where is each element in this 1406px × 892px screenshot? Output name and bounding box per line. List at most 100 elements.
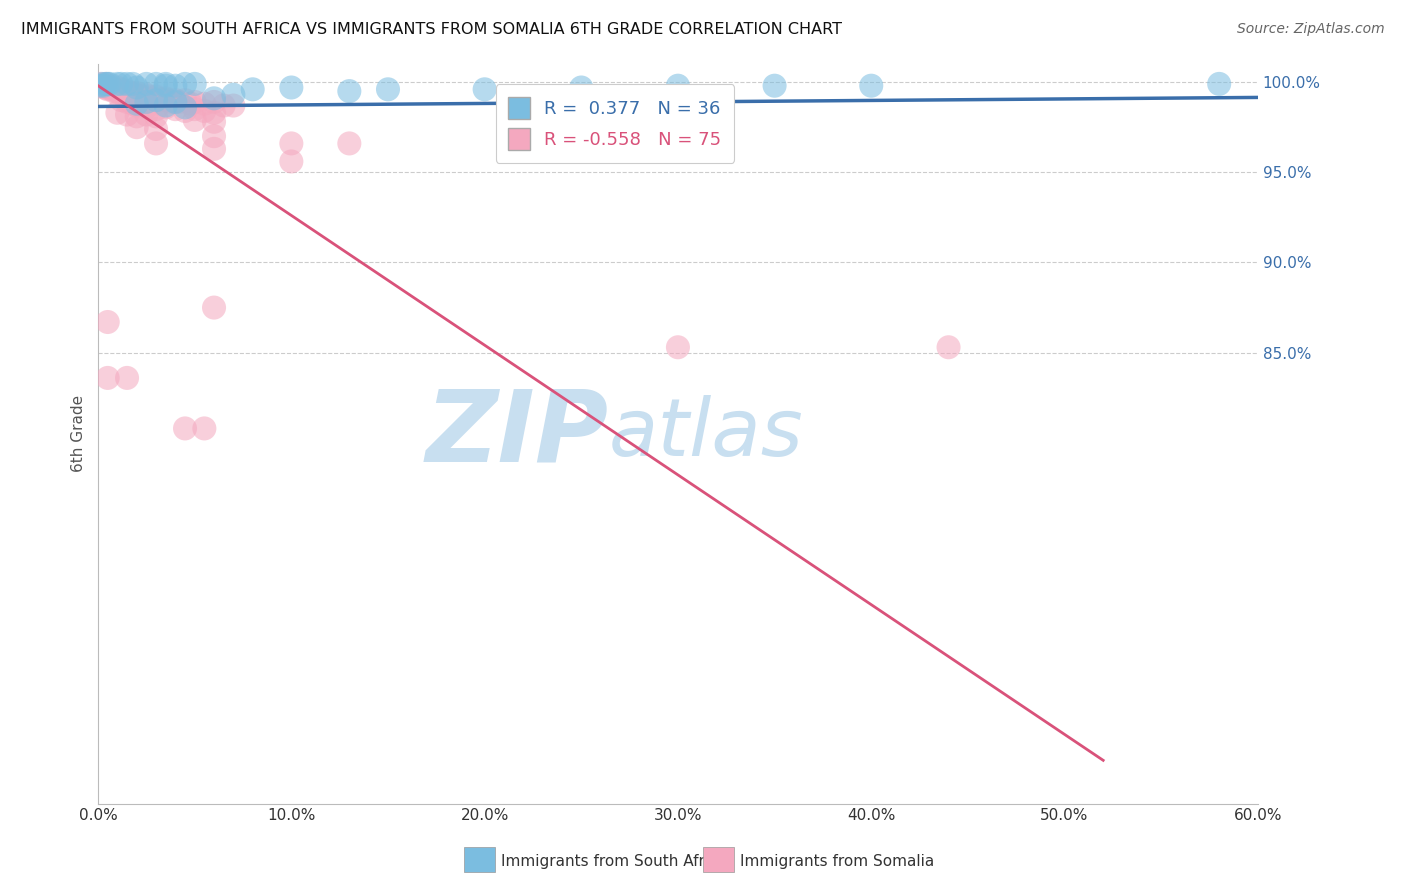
- Point: [112, 84, 135, 98]
- Point: [174, 100, 197, 114]
- Point: [193, 421, 215, 435]
- Point: [666, 340, 689, 354]
- Point: [125, 86, 148, 100]
- Point: [474, 82, 496, 96]
- Point: [569, 80, 592, 95]
- Point: [100, 82, 122, 96]
- Point: [110, 82, 132, 96]
- Point: [145, 77, 167, 91]
- Point: [135, 100, 157, 114]
- Point: [115, 107, 138, 121]
- Point: [180, 96, 202, 111]
- Point: [165, 93, 187, 107]
- Point: [280, 80, 302, 95]
- Point: [97, 371, 120, 385]
- Point: [98, 77, 121, 91]
- Point: [377, 82, 399, 96]
- Point: [193, 96, 215, 111]
- Point: [125, 109, 148, 123]
- Point: [202, 105, 225, 120]
- Point: [121, 86, 143, 100]
- Point: [160, 95, 183, 109]
- Point: [93, 80, 115, 95]
- Point: [121, 77, 143, 91]
- Point: [155, 78, 177, 93]
- Point: [136, 89, 159, 103]
- Point: [193, 103, 215, 118]
- Point: [145, 93, 167, 107]
- Point: [128, 87, 150, 102]
- Point: [280, 136, 302, 151]
- Point: [145, 122, 167, 136]
- Point: [97, 315, 120, 329]
- Point: [763, 78, 786, 93]
- Point: [242, 82, 264, 96]
- Point: [280, 154, 302, 169]
- Point: [93, 78, 115, 93]
- Point: [222, 87, 245, 102]
- Point: [183, 77, 205, 91]
- Point: [110, 93, 132, 107]
- Point: [129, 89, 152, 103]
- Point: [114, 86, 136, 100]
- Point: [202, 142, 225, 156]
- Text: Source: ZipAtlas.com: Source: ZipAtlas.com: [1237, 22, 1385, 37]
- Point: [97, 77, 120, 91]
- Point: [105, 84, 128, 98]
- Point: [97, 78, 120, 93]
- Point: [103, 84, 125, 98]
- Point: [938, 340, 960, 354]
- Point: [156, 93, 179, 107]
- Point: [98, 80, 121, 95]
- Point: [202, 95, 225, 109]
- Text: atlas: atlas: [609, 395, 803, 473]
- Point: [93, 78, 115, 93]
- Point: [155, 100, 177, 114]
- Point: [135, 77, 157, 91]
- Point: [145, 89, 167, 103]
- Point: [125, 96, 148, 111]
- Point: [666, 78, 689, 93]
- Text: ZIP: ZIP: [426, 385, 609, 483]
- Point: [145, 102, 167, 116]
- Point: [125, 120, 148, 135]
- Point: [1208, 77, 1230, 91]
- Point: [183, 113, 205, 128]
- Point: [94, 80, 117, 95]
- Point: [124, 87, 146, 102]
- Legend: R =  0.377   N = 36, R = -0.558   N = 75: R = 0.377 N = 36, R = -0.558 N = 75: [495, 84, 734, 162]
- Point: [212, 98, 235, 112]
- Point: [104, 82, 127, 96]
- Point: [89, 78, 111, 93]
- Text: Immigrants from South Africa: Immigrants from South Africa: [501, 855, 727, 869]
- Point: [222, 98, 245, 112]
- Point: [174, 77, 197, 91]
- Point: [135, 107, 157, 121]
- Point: [90, 78, 112, 93]
- Point: [94, 77, 117, 91]
- Point: [90, 77, 112, 91]
- Point: [120, 87, 142, 102]
- Point: [165, 95, 187, 109]
- Point: [202, 129, 225, 144]
- Point: [115, 371, 138, 385]
- Point: [135, 95, 157, 109]
- Point: [202, 115, 225, 129]
- Point: [110, 77, 132, 91]
- Point: [97, 82, 120, 96]
- Point: [165, 78, 187, 93]
- Point: [115, 95, 138, 109]
- Point: [174, 421, 197, 435]
- Point: [105, 105, 128, 120]
- Point: [94, 77, 117, 91]
- Point: [105, 77, 128, 91]
- Point: [202, 91, 225, 105]
- Point: [115, 84, 138, 98]
- Point: [135, 87, 157, 102]
- Point: [108, 86, 131, 100]
- Point: [115, 77, 138, 91]
- Text: Immigrants from Somalia: Immigrants from Somalia: [740, 855, 934, 869]
- Point: [165, 102, 187, 116]
- Point: [141, 91, 163, 105]
- Point: [145, 109, 167, 123]
